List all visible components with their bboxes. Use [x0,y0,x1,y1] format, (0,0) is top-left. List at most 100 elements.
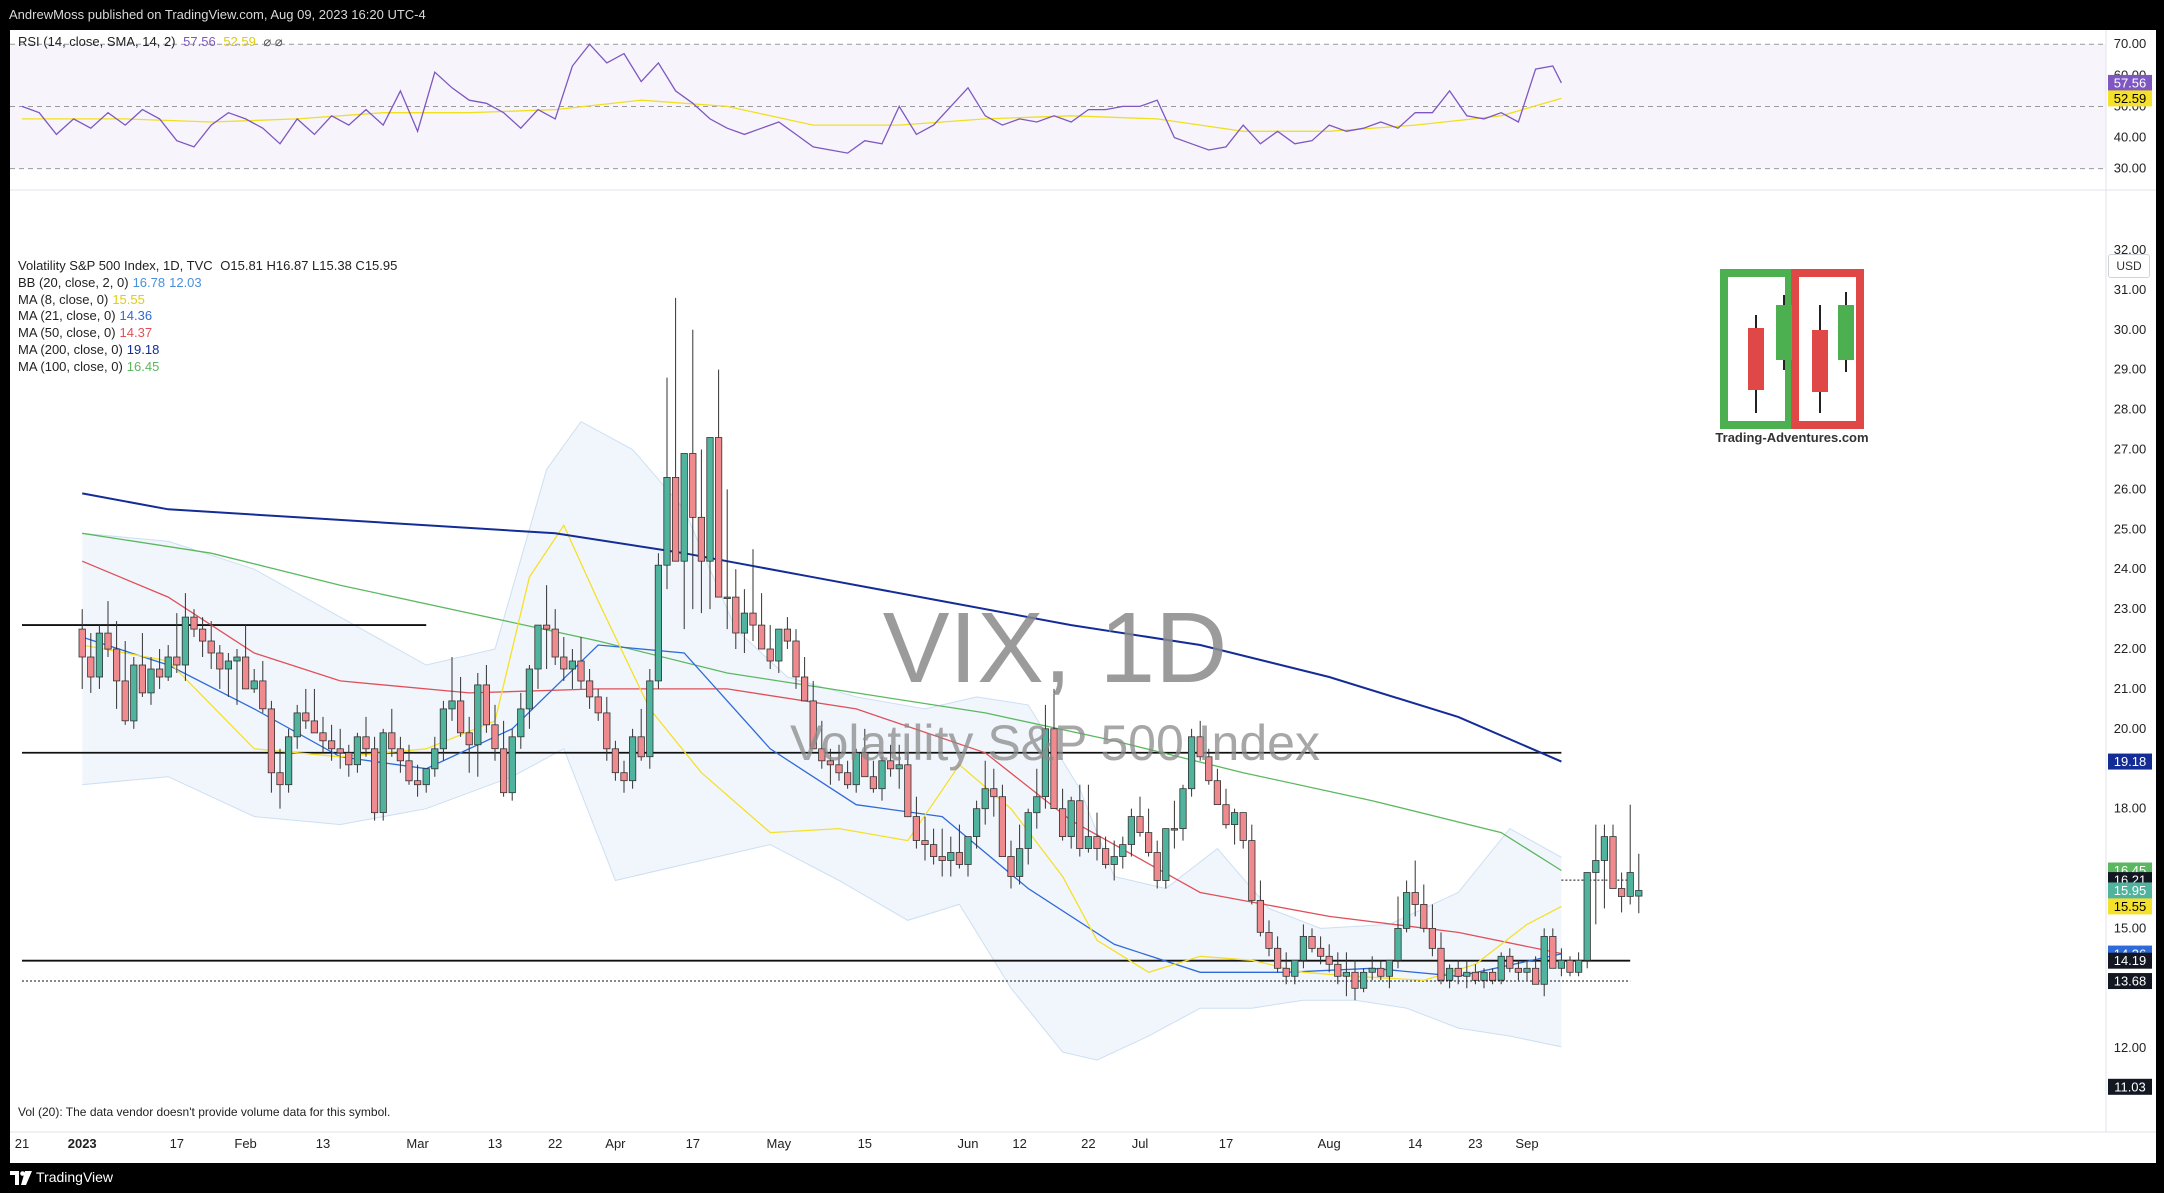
candle[interactable] [121,641,129,725]
candle[interactable] [1334,952,1342,985]
candle[interactable] [611,740,620,781]
candle[interactable] [818,720,826,769]
candle[interactable] [405,744,413,785]
candle[interactable] [1033,768,1041,829]
candle[interactable] [1059,788,1067,841]
indicator-ma200[interactable]: MA (200, close, 0) 19.18 [18,341,160,357]
candle[interactable] [766,625,774,669]
candle[interactable] [783,617,792,650]
candle[interactable] [947,836,955,877]
candle[interactable] [740,589,749,654]
candle[interactable] [1162,828,1170,889]
candle[interactable] [224,653,232,697]
candle[interactable] [1205,748,1213,785]
candle[interactable] [749,549,757,642]
candle[interactable] [844,760,852,789]
candle[interactable] [973,800,981,849]
candle[interactable] [1188,728,1196,797]
candle[interactable] [912,796,921,849]
indicator-ma100[interactable]: MA (100, close, 0) 16.45 [18,358,160,374]
candle[interactable] [1540,928,1548,997]
candle[interactable] [422,768,430,793]
main-legend[interactable]: Volatility S&P 500 Index, 1D, TVC O15.81… [18,258,401,376]
candle[interactable] [241,625,250,690]
candle[interactable] [938,828,946,877]
candle[interactable] [577,637,585,689]
candle[interactable] [147,657,155,705]
candle[interactable] [1557,948,1565,977]
currency-button[interactable]: USD [2108,254,2150,278]
candle[interactable] [1549,928,1557,969]
candle[interactable] [138,633,146,697]
candle[interactable] [388,708,396,757]
candle[interactable] [887,744,895,777]
candle[interactable] [1360,968,1368,993]
candle[interactable] [568,649,577,689]
candle[interactable] [1231,808,1239,845]
candle[interactable] [370,736,379,821]
candle[interactable] [345,744,353,777]
candle[interactable] [1102,836,1110,869]
candle[interactable] [1385,959,1393,989]
candle[interactable] [216,645,224,689]
candle[interactable] [259,660,267,713]
candle[interactable] [1506,948,1514,973]
candle[interactable] [413,764,422,797]
candle[interactable] [1291,959,1299,985]
candle[interactable] [276,748,284,809]
candle[interactable] [1067,796,1075,849]
candle[interactable] [732,569,740,650]
candle[interactable] [1618,872,1626,913]
candle[interactable] [990,768,998,817]
candle[interactable] [1041,704,1049,809]
candle[interactable] [1480,968,1488,989]
candle[interactable] [319,716,327,753]
candle[interactable] [1265,920,1273,957]
candle[interactable] [525,664,534,729]
indicator-ma21[interactable]: MA (21, close, 0) 14.36 [18,308,153,324]
candle[interactable] [482,664,491,733]
candle[interactable] [869,760,878,793]
candle[interactable] [981,760,989,825]
candle[interactable] [396,736,405,773]
candle[interactable] [534,624,542,689]
symbol-title[interactable]: Volatility S&P 500 Index, 1D, TVC [18,258,213,273]
candle[interactable] [1592,824,1600,925]
rsi-legend[interactable]: RSI (14, close, SMA, 14, 2) 57.56 52.59 … [18,34,287,50]
candle[interactable] [1256,880,1264,937]
candle[interactable] [1325,944,1333,973]
candle[interactable] [629,728,637,789]
candle[interactable] [517,692,525,749]
candle[interactable] [302,688,310,729]
candle[interactable] [1222,788,1230,829]
candle[interactable] [715,369,723,598]
candle[interactable] [1007,840,1015,889]
candle[interactable] [1489,968,1497,985]
candle[interactable] [852,748,860,793]
candle[interactable] [293,704,301,749]
candle[interactable] [1583,872,1591,969]
candle[interactable] [646,668,654,769]
candle[interactable] [1342,952,1350,997]
candle[interactable] [1428,904,1436,957]
candle[interactable] [1110,840,1118,881]
candle[interactable] [1136,796,1144,837]
candle[interactable] [267,700,276,793]
candle[interactable] [1532,956,1540,985]
candle[interactable] [362,716,370,757]
candle[interactable] [233,649,241,705]
candle[interactable] [1024,808,1032,865]
candle[interactable] [1299,924,1307,969]
candle[interactable] [1600,824,1608,909]
candle[interactable] [964,836,972,877]
candle[interactable] [809,680,817,750]
candle[interactable] [379,728,387,821]
candle[interactable] [1394,896,1402,969]
candle[interactable] [637,708,645,761]
candle[interactable] [439,700,448,761]
candle[interactable] [130,657,138,729]
candle[interactable] [1119,836,1127,869]
candle[interactable] [801,657,809,702]
candle[interactable] [1411,860,1419,917]
candle[interactable] [861,728,869,778]
